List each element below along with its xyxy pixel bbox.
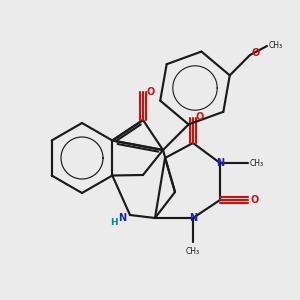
Text: O: O bbox=[147, 87, 155, 97]
Text: N: N bbox=[118, 213, 127, 223]
Text: N: N bbox=[189, 213, 197, 223]
Text: H: H bbox=[111, 218, 118, 227]
Text: O: O bbox=[250, 195, 259, 205]
Text: CH₃: CH₃ bbox=[268, 41, 283, 50]
Text: CH₃: CH₃ bbox=[186, 248, 200, 256]
Text: CH₃: CH₃ bbox=[250, 158, 264, 167]
Text: O: O bbox=[195, 112, 204, 122]
Text: O: O bbox=[251, 49, 260, 58]
Text: N: N bbox=[216, 158, 224, 168]
